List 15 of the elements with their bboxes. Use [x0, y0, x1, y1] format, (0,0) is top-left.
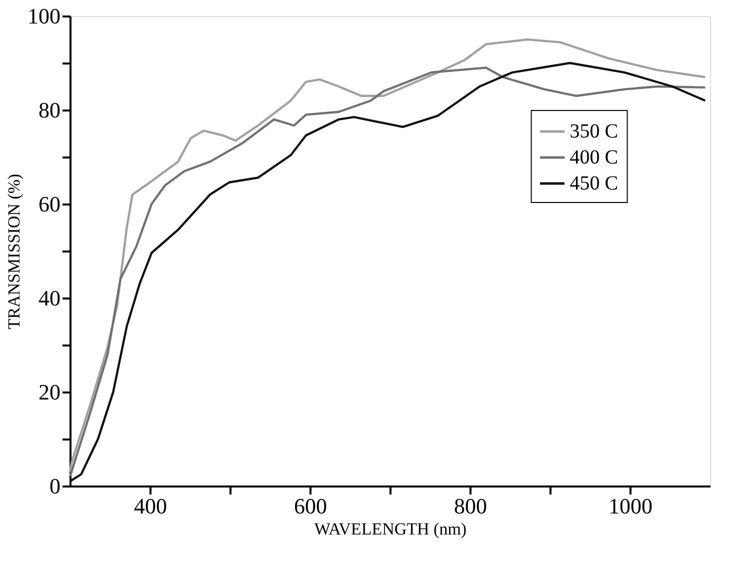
legend-label: 350 C [570, 120, 618, 142]
x-axis-title: WAVELENGTH (nm) [314, 520, 467, 538]
y-tick-label: 20 [38, 380, 60, 404]
x-tick-label: 400 [134, 494, 167, 518]
x-tick-label: 600 [294, 494, 327, 518]
legend-label: 450 C [570, 172, 618, 194]
y-axis-title: TRANSMISSION (%) [4, 174, 24, 330]
y-tick-label: 100 [28, 4, 60, 28]
legend-label: 400 C [570, 146, 618, 168]
x-tick-label: 800 [454, 494, 487, 518]
y-tick-label: 60 [38, 192, 60, 216]
y-tick-label: 0 [50, 474, 60, 498]
y-tick-label: 80 [38, 98, 60, 122]
y-tick-label: 40 [38, 286, 60, 310]
x-tick-label: 1000 [608, 494, 652, 518]
